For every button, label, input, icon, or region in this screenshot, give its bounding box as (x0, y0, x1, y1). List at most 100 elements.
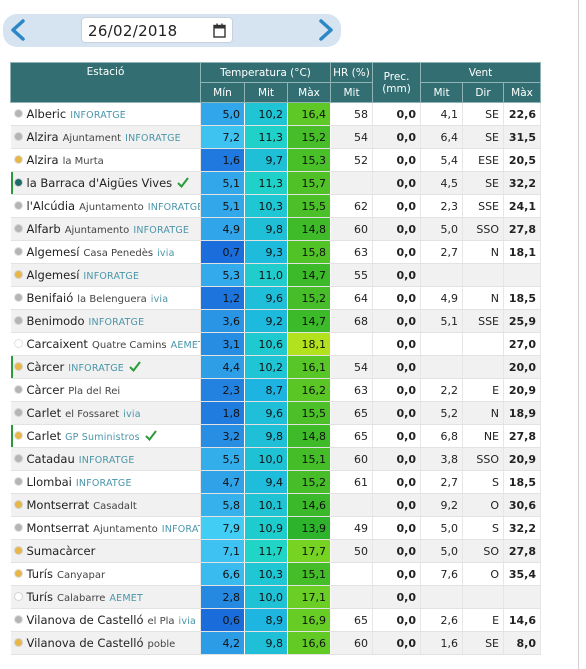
status-dot (14, 386, 22, 393)
station-name: Alberic (26, 107, 67, 121)
header-sub: Màx (286, 82, 332, 103)
value-cell: 7,6 (420, 562, 464, 586)
station-row[interactable]: Càrcer INFORATGE 4,4 10,2 16,1 54 0,0 20,0 (10, 355, 542, 379)
value-cell: 10,0 (244, 585, 288, 609)
value-cell: 5,5 (200, 447, 245, 471)
value-cell: 20,9 (503, 447, 542, 471)
value-cell: 9,2 (244, 309, 288, 333)
header-temperature: Temperatura (°C) (199, 62, 332, 83)
station-row[interactable]: Alzira la Murta 1,6 9,7 15,3 52 0,0 5,4 ESE 20,5 (10, 148, 542, 172)
station-row[interactable]: Vilanova de Castelló poble 4,2 9,8 16,6 60 0,0… (10, 631, 542, 655)
value-cell: 3,1 (200, 332, 245, 356)
station-row[interactable]: Turís Calabarre AEMET 2,8 10,0 17,1 0,0 (10, 585, 542, 609)
value-cell: 18,5 (503, 470, 542, 494)
station-source: INFORATGE (161, 524, 200, 535)
value-cell: 60 (330, 217, 374, 241)
station-name: Carcaixent (26, 337, 88, 351)
value-cell: 0,6 (200, 608, 245, 632)
station-row[interactable]: Sumacàrcer 7,1 11,7 17,7 50 0,0 5,0 SO 27,8 (10, 539, 542, 563)
value-cell: 15,2 (287, 286, 332, 310)
station-row[interactable]: MontserratAjuntamentoINFORATGE7,910,913,… (10, 516, 542, 540)
station-cell: Turís Canyapar (10, 562, 201, 586)
value-cell: 0,0 (372, 355, 422, 379)
station-row[interactable]: Alberic INFORATGE 5,0 10,2 16,4 58 0,0 4,1 SE 22,… (10, 102, 542, 126)
value-cell: NE (462, 424, 505, 448)
value-cell: 35,4 (503, 562, 542, 586)
station-row[interactable]: Càrcer Pla del Rei 2,3 8,7 16,2 63 0,0 2,2 E 20,9 (10, 378, 542, 402)
value-cell: 0,0 (372, 447, 422, 471)
station-row[interactable]: Carlet el Fossaret ivia 1,8 9,6 15,5 65 0,0 5,2 N… (10, 401, 542, 425)
previous-day[interactable] (7, 18, 31, 42)
value-cell: 0,0 (372, 263, 422, 287)
value-cell: 8,7 (244, 378, 288, 402)
station-row[interactable]: Vilanova de Castelló el Pla ivia 0,6 8,9 16,9… (10, 608, 542, 632)
station-name: Benifaió (26, 291, 74, 305)
station-name: Turís (26, 590, 53, 604)
station-row[interactable]: Turís Canyapar 6,6 10,3 15,1 0,0 7,6 O 35,4 (10, 562, 542, 586)
station-source: INFORATGE (125, 133, 181, 144)
station-row[interactable]: Llombai INFORATGE 4,7 9,4 15,2 61 0,0 2,7 S 18,5 (10, 470, 542, 494)
value-cell: 9,7 (244, 148, 288, 172)
calendar-icon[interactable] (213, 23, 226, 38)
station-row[interactable]: Catadau INFORATGE 5,5 10,0 15,1 60 0,0 3,8 SSO 20… (10, 447, 542, 471)
value-cell: 4,7 (200, 470, 245, 494)
station-row[interactable]: Algemesí INFORATGE 5,3 11,0 14,7 55 0,0 (10, 263, 542, 287)
station-place: Ajuntamento (64, 225, 130, 236)
value-cell: 27,8 (503, 217, 542, 241)
value-cell: O (462, 562, 505, 586)
value-cell: 15,5 (287, 194, 332, 218)
value-cell: 0,0 (372, 401, 422, 425)
status-dot (14, 616, 22, 623)
value-cell: 50 (330, 539, 374, 563)
station-cell: Vilanova de Castelló poble (10, 631, 201, 655)
station-row[interactable]: Montserrat Casadalt 5,8 10,1 14,6 0,0 9,2 O 30,6 (10, 493, 542, 517)
station-row[interactable]: Carlet GP Suministros 3,2 9,8 14,8 65 0,0 6,8 NE… (10, 424, 542, 448)
value-cell: 60 (330, 447, 374, 471)
station-row[interactable]: Benimodo INFORATGE 3,6 9,2 14,7 68 0,0 5,1 SSE 25… (10, 309, 542, 333)
station-row[interactable]: la Barraca d'Aigües Vives 5,1 11,3 15,7 0,0 4… (10, 171, 542, 195)
status-dot (14, 639, 22, 646)
value-cell: 0,0 (372, 217, 422, 241)
station-name: Benimodo (26, 314, 85, 328)
value-cell: SSO (462, 217, 505, 241)
station-place: Ajuntamento (93, 524, 158, 535)
station-row[interactable]: Benifaió la Belenguera ivia 1,2 9,6 15,2 64 0,0… (10, 286, 542, 310)
value-cell: 11,7 (244, 539, 288, 563)
value-cell: S (462, 470, 505, 494)
station-row[interactable]: l'Alcúdia Ajuntamento INFORATGE 5,1 10,3 15,5… (10, 194, 542, 218)
value-cell: N (462, 240, 505, 264)
station-row[interactable]: Algemesí Casa Penedès ivia 0,7 9,3 15,8 63 0,0 2… (10, 240, 542, 264)
station-place: el Pla (147, 616, 175, 627)
header-sub: Mín (200, 82, 245, 103)
status-dot (14, 432, 22, 439)
station-cell: l'Alcúdia Ajuntamento INFORATGE (10, 194, 201, 218)
value-cell: 0,0 (372, 493, 422, 517)
date-input[interactable]: 26/02/2018 (81, 17, 233, 43)
station-row[interactable]: Alzira Ajuntament INFORATGE 7,2 11,3 15,2 54 0,… (10, 125, 542, 149)
value-cell: 63 (330, 240, 374, 264)
station-source: AEMET (170, 340, 200, 351)
value-cell: 7,2 (200, 125, 245, 149)
value-cell: 6,4 (420, 125, 464, 149)
value-cell: 5,0 (420, 539, 464, 563)
value-cell: 10,9 (244, 516, 288, 540)
value-cell: 16,6 (287, 631, 332, 655)
value-cell: 3,2 (200, 424, 245, 448)
value-cell: 18,1 (503, 240, 542, 264)
next-day[interactable] (313, 18, 337, 42)
station-source: ivia (123, 409, 141, 420)
station-place: Ajuntamento (79, 202, 144, 213)
station-cell: Sumacàrcer (10, 539, 201, 563)
station-cell: Algemesí INFORATGE (10, 263, 201, 287)
value-cell: 0,0 (372, 631, 422, 655)
station-source: INFORATGE (70, 110, 126, 121)
header-sub: Mit (244, 82, 288, 103)
station-cell: Montserrat Casadalt (10, 493, 201, 517)
check-path (177, 177, 189, 189)
value-cell: 4,4 (200, 355, 245, 379)
station-row[interactable]: Alfarb Ajuntamento INFORATGE 4,9 9,8 14,8 60 0,… (10, 217, 542, 241)
value-cell (330, 171, 374, 195)
station-place: Casa Penedès (83, 248, 154, 259)
